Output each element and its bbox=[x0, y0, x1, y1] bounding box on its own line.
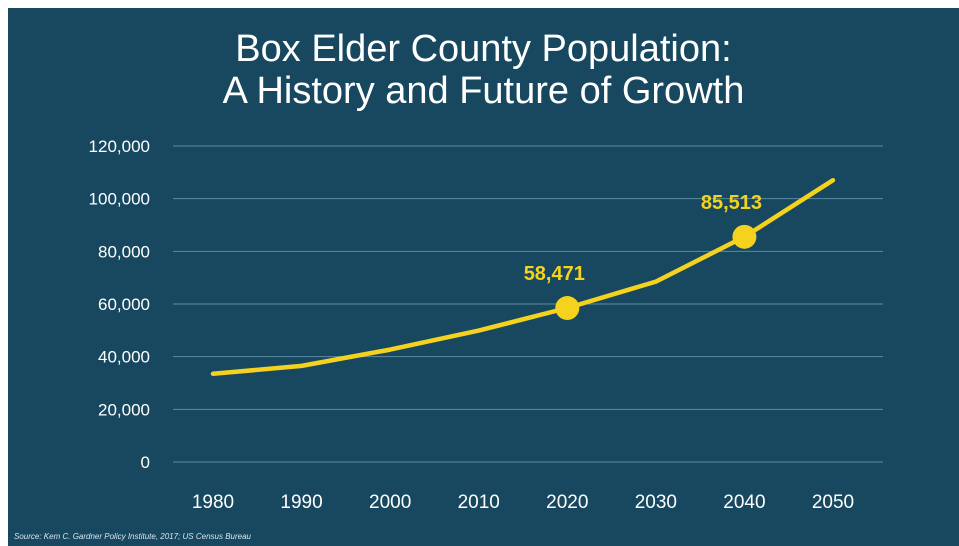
x-tick-label: 1980 bbox=[192, 492, 234, 513]
chart-title-line-1: Box Elder County Population: bbox=[235, 28, 732, 70]
chart-title-line-2: A History and Future of Growth bbox=[222, 70, 745, 112]
data-label: 58,471 bbox=[524, 263, 585, 285]
x-tick-label: 2010 bbox=[458, 492, 500, 513]
x-tick-label: 2030 bbox=[635, 492, 677, 513]
x-tick-label: 2000 bbox=[369, 492, 411, 513]
y-tick-label: 40,000 bbox=[98, 348, 150, 367]
chart-frame: Box Elder County Population: A History a… bbox=[8, 8, 959, 546]
population-line bbox=[210, 177, 836, 377]
source-note: Source: Kem C. Gardner Policy Institute,… bbox=[14, 532, 252, 541]
y-tick-label: 100,000 bbox=[89, 190, 150, 209]
y-tick-label: 120,000 bbox=[89, 137, 150, 156]
data-label: 85,513 bbox=[701, 192, 762, 214]
y-tick-label: 80,000 bbox=[98, 242, 150, 261]
y-tick-label: 0 bbox=[141, 453, 150, 472]
x-tick-label: 1990 bbox=[280, 492, 322, 513]
data-point-marker bbox=[732, 224, 757, 249]
y-tick-label: 60,000 bbox=[98, 295, 150, 314]
y-tick-label: 20,000 bbox=[98, 400, 150, 419]
x-tick-label: 2050 bbox=[812, 492, 854, 513]
x-tick-label: 2040 bbox=[723, 492, 765, 513]
data-point-marker bbox=[555, 296, 580, 321]
chart-title: Box Elder County Population: A History a… bbox=[8, 28, 959, 112]
x-tick-label: 2020 bbox=[546, 492, 588, 513]
line-chart: 0 20,000 40,000 60,000 80,000 100,000 120,000 1… bbox=[89, 137, 883, 513]
